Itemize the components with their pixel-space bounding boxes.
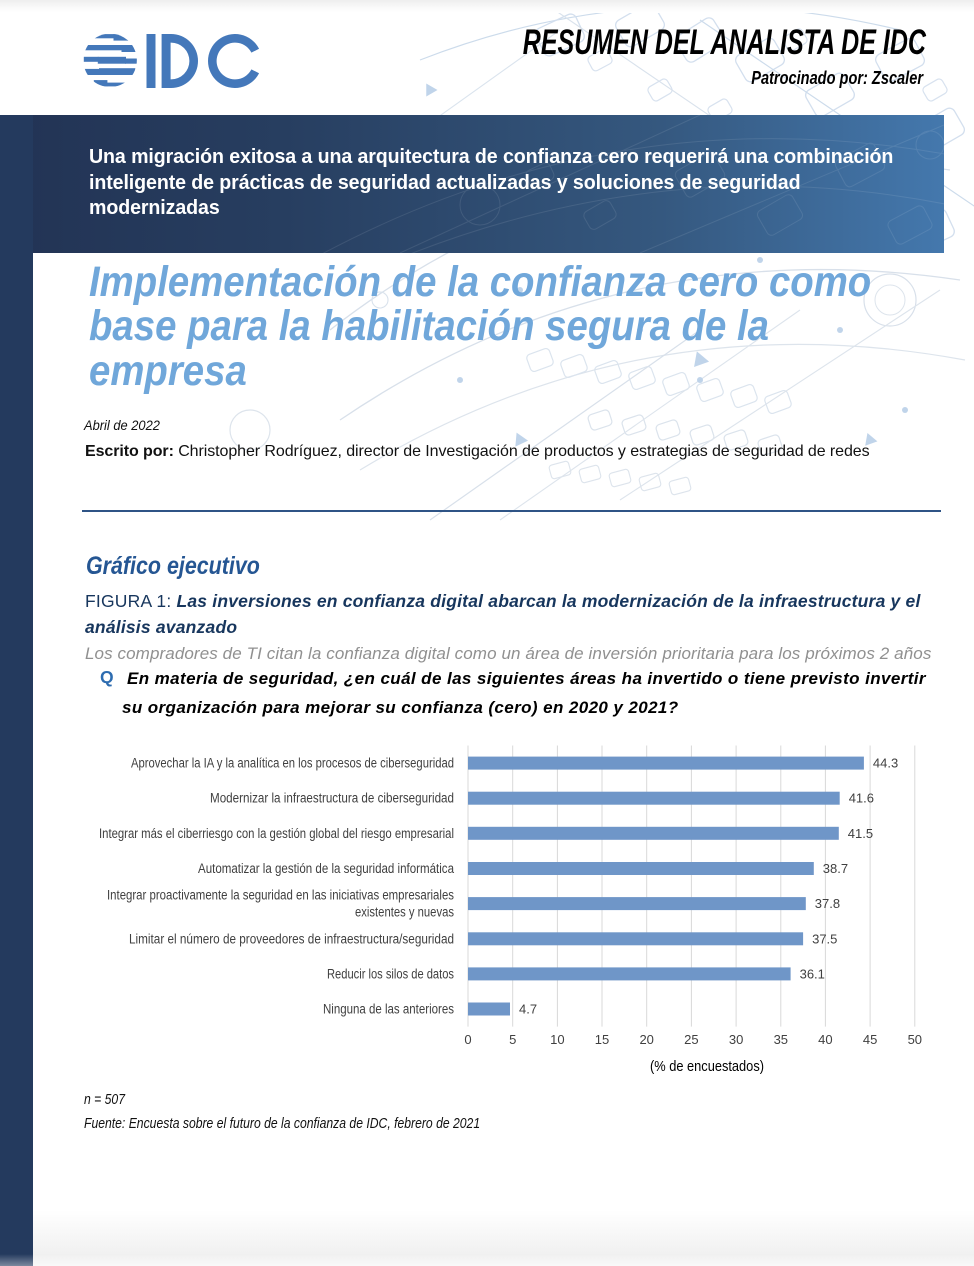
svg-text:38.7: 38.7 xyxy=(823,861,848,876)
svg-text:37.5: 37.5 xyxy=(812,931,837,946)
svg-text:Integrar más el ciberriesgo co: Integrar más el ciberriesgo con la gesti… xyxy=(99,826,454,841)
svg-text:41.5: 41.5 xyxy=(848,826,873,841)
svg-text:20: 20 xyxy=(639,1032,653,1047)
svg-text:5: 5 xyxy=(509,1032,516,1047)
svg-text:15: 15 xyxy=(595,1032,609,1047)
svg-text:Reducir los silos de datos: Reducir los silos de datos xyxy=(327,966,454,981)
svg-text:10: 10 xyxy=(550,1032,564,1047)
svg-text:Limitar el número de proveedor: Limitar el número de proveedores de infr… xyxy=(129,931,454,946)
svg-text:Automatizar la gestión de la s: Automatizar la gestión de la seguridad i… xyxy=(198,861,454,876)
svg-text:45: 45 xyxy=(863,1032,877,1047)
svg-text:40: 40 xyxy=(818,1032,832,1047)
svg-text:37.8: 37.8 xyxy=(815,896,840,911)
svg-text:50: 50 xyxy=(908,1032,922,1047)
svg-text:36.1: 36.1 xyxy=(800,966,825,981)
svg-text:Aprovechar la IA y la analític: Aprovechar la IA y la analítica en los p… xyxy=(131,756,454,771)
svg-text:25: 25 xyxy=(684,1032,698,1047)
svg-text:Integrar proactivamente la seg: Integrar proactivamente la seguridad en … xyxy=(107,888,454,903)
svg-text:Ninguna de las anteriores: Ninguna de las anteriores xyxy=(323,1002,454,1017)
svg-text:30: 30 xyxy=(729,1032,743,1047)
svg-text:35: 35 xyxy=(774,1032,788,1047)
svg-text:44.3: 44.3 xyxy=(873,756,898,771)
svg-text:4.7: 4.7 xyxy=(519,1002,537,1017)
svg-text:0: 0 xyxy=(464,1032,471,1047)
svg-text:41.6: 41.6 xyxy=(849,791,874,806)
svg-text:Modernizar la infraestructura: Modernizar la infraestructura de ciberse… xyxy=(210,791,454,806)
svg-text:existentes y nuevas: existentes y nuevas xyxy=(355,905,454,920)
svg-text:(% de encuestados): (% de encuestados) xyxy=(650,1058,764,1075)
